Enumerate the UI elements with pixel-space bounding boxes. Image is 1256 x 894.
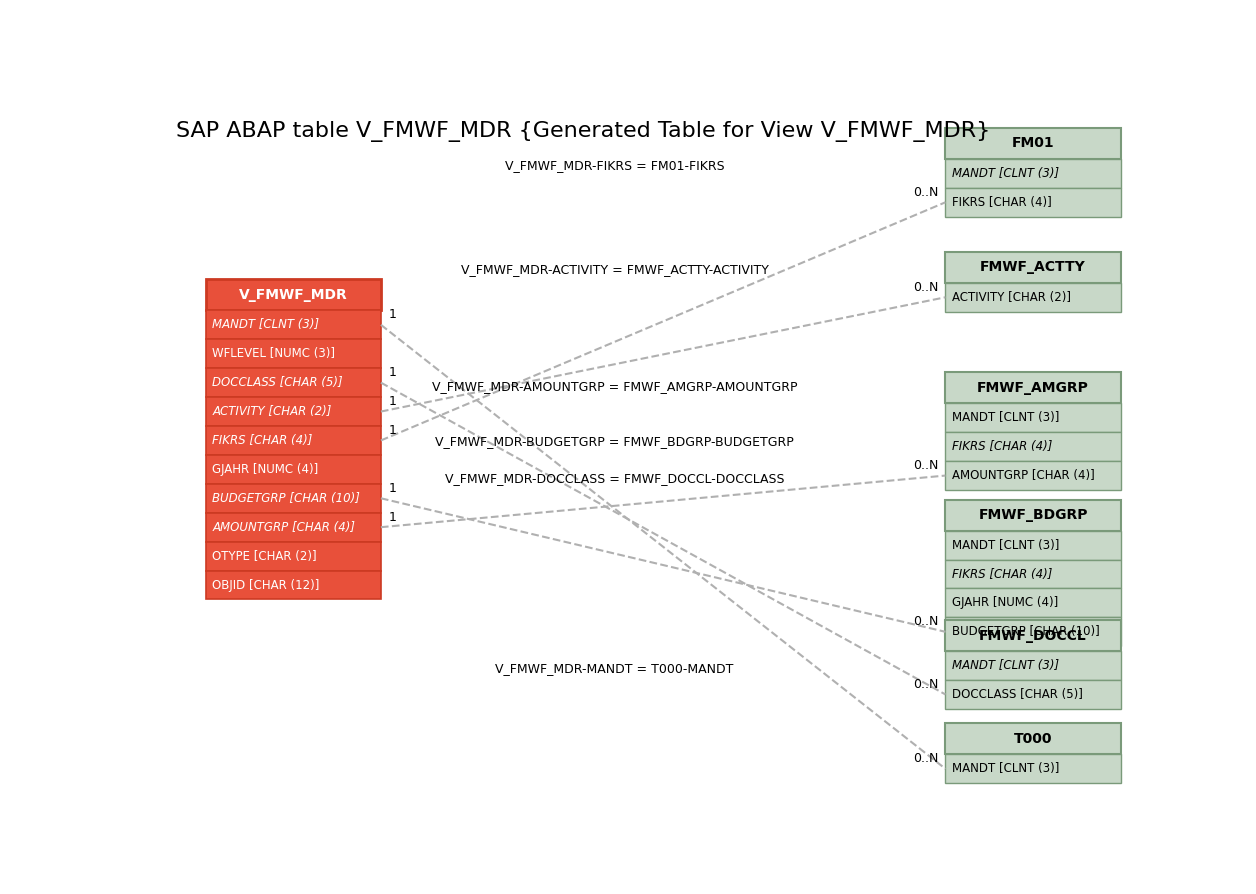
- FancyBboxPatch shape: [946, 500, 1120, 531]
- FancyBboxPatch shape: [206, 368, 381, 397]
- Text: MANDT [CLNT (3)]: MANDT [CLNT (3)]: [952, 411, 1060, 425]
- FancyBboxPatch shape: [206, 279, 381, 310]
- FancyBboxPatch shape: [206, 397, 381, 426]
- FancyBboxPatch shape: [946, 588, 1120, 618]
- Text: SAP ABAP table V_FMWF_MDR {Generated Table for View V_FMWF_MDR}: SAP ABAP table V_FMWF_MDR {Generated Tab…: [176, 121, 991, 142]
- FancyBboxPatch shape: [946, 188, 1120, 216]
- Text: V_FMWF_MDR-AMOUNTGRP = FMWF_AMGRP-AMOUNTGRP: V_FMWF_MDR-AMOUNTGRP = FMWF_AMGRP-AMOUNT…: [432, 380, 798, 392]
- FancyBboxPatch shape: [946, 432, 1120, 461]
- Text: DOCCLASS [CHAR (5)]: DOCCLASS [CHAR (5)]: [212, 376, 343, 389]
- Text: MANDT [CLNT (3)]: MANDT [CLNT (3)]: [952, 659, 1059, 672]
- FancyBboxPatch shape: [946, 372, 1120, 403]
- Text: V_FMWF_MDR-MANDT = T000-MANDT: V_FMWF_MDR-MANDT = T000-MANDT: [495, 662, 734, 675]
- Text: FM01: FM01: [1012, 137, 1054, 150]
- Text: T000: T000: [1014, 732, 1053, 746]
- Text: WFLEVEL [NUMC (3)]: WFLEVEL [NUMC (3)]: [212, 347, 335, 360]
- Text: 1: 1: [388, 395, 397, 408]
- Text: V_FMWF_MDR-BUDGETGRP = FMWF_BDGRP-BUDGETGRP: V_FMWF_MDR-BUDGETGRP = FMWF_BDGRP-BUDGET…: [435, 434, 794, 448]
- FancyBboxPatch shape: [206, 310, 381, 339]
- Text: BUDGETGRP [CHAR (10)]: BUDGETGRP [CHAR (10)]: [212, 492, 360, 505]
- FancyBboxPatch shape: [946, 128, 1120, 159]
- Text: FIKRS [CHAR (4)]: FIKRS [CHAR (4)]: [952, 440, 1053, 453]
- Text: 0..N: 0..N: [913, 753, 938, 765]
- FancyBboxPatch shape: [946, 531, 1120, 560]
- Text: FIKRS [CHAR (4)]: FIKRS [CHAR (4)]: [212, 434, 313, 447]
- FancyBboxPatch shape: [206, 339, 381, 368]
- Text: 0..N: 0..N: [913, 615, 938, 628]
- Text: MANDT [CLNT (3)]: MANDT [CLNT (3)]: [952, 763, 1060, 775]
- FancyBboxPatch shape: [946, 723, 1120, 755]
- Text: BUDGETGRP [CHAR (10)]: BUDGETGRP [CHAR (10)]: [952, 625, 1100, 638]
- FancyBboxPatch shape: [946, 252, 1120, 283]
- Text: 1: 1: [388, 510, 397, 524]
- FancyBboxPatch shape: [206, 455, 381, 484]
- Text: V_FMWF_MDR-FIKRS = FM01-FIKRS: V_FMWF_MDR-FIKRS = FM01-FIKRS: [505, 159, 725, 173]
- FancyBboxPatch shape: [946, 560, 1120, 588]
- FancyBboxPatch shape: [206, 542, 381, 570]
- FancyBboxPatch shape: [946, 651, 1120, 680]
- Text: 0..N: 0..N: [913, 186, 938, 198]
- Text: AMOUNTGRP [CHAR (4)]: AMOUNTGRP [CHAR (4)]: [952, 469, 1095, 482]
- Text: GJAHR [NUMC (4)]: GJAHR [NUMC (4)]: [212, 463, 319, 476]
- Text: OTYPE [CHAR (2)]: OTYPE [CHAR (2)]: [212, 550, 317, 562]
- FancyBboxPatch shape: [946, 283, 1120, 312]
- Text: MANDT [CLNT (3)]: MANDT [CLNT (3)]: [952, 538, 1060, 552]
- FancyBboxPatch shape: [946, 159, 1120, 188]
- Text: 0..N: 0..N: [913, 678, 938, 691]
- Text: V_FMWF_MDR: V_FMWF_MDR: [239, 288, 348, 302]
- Text: FMWF_BDGRP: FMWF_BDGRP: [978, 508, 1088, 522]
- Text: 1: 1: [388, 367, 397, 379]
- FancyBboxPatch shape: [206, 484, 381, 513]
- Text: OBJID [CHAR (12)]: OBJID [CHAR (12)]: [212, 578, 320, 592]
- Text: 1: 1: [388, 308, 397, 321]
- Text: FIKRS [CHAR (4)]: FIKRS [CHAR (4)]: [952, 196, 1053, 209]
- FancyBboxPatch shape: [946, 755, 1120, 783]
- Text: FIKRS [CHAR (4)]: FIKRS [CHAR (4)]: [952, 568, 1053, 580]
- Text: 0..N: 0..N: [913, 281, 938, 294]
- Text: 0..N: 0..N: [913, 460, 938, 472]
- Text: GJAHR [NUMC (4)]: GJAHR [NUMC (4)]: [952, 596, 1059, 610]
- Text: FMWF_AMGRP: FMWF_AMGRP: [977, 381, 1089, 395]
- Text: MANDT [CLNT (3)]: MANDT [CLNT (3)]: [212, 318, 319, 332]
- FancyBboxPatch shape: [946, 618, 1120, 646]
- Text: V_FMWF_MDR-ACTIVITY = FMWF_ACTTY-ACTIVITY: V_FMWF_MDR-ACTIVITY = FMWF_ACTTY-ACTIVIT…: [461, 263, 769, 275]
- Text: ACTIVITY [CHAR (2)]: ACTIVITY [CHAR (2)]: [952, 291, 1071, 304]
- FancyBboxPatch shape: [206, 426, 381, 455]
- Text: FMWF_DOCCL: FMWF_DOCCL: [980, 628, 1086, 643]
- Text: 1: 1: [388, 424, 397, 437]
- Text: DOCCLASS [CHAR (5)]: DOCCLASS [CHAR (5)]: [952, 688, 1083, 701]
- FancyBboxPatch shape: [206, 570, 381, 600]
- Text: V_FMWF_MDR-DOCCLASS = FMWF_DOCCL-DOCCLASS: V_FMWF_MDR-DOCCLASS = FMWF_DOCCL-DOCCLAS…: [445, 473, 784, 485]
- FancyBboxPatch shape: [946, 680, 1120, 709]
- Text: AMOUNTGRP [CHAR (4)]: AMOUNTGRP [CHAR (4)]: [212, 520, 355, 534]
- FancyBboxPatch shape: [206, 513, 381, 542]
- Text: 1: 1: [388, 482, 397, 495]
- FancyBboxPatch shape: [946, 620, 1120, 651]
- Text: MANDT [CLNT (3)]: MANDT [CLNT (3)]: [952, 167, 1059, 180]
- FancyBboxPatch shape: [946, 403, 1120, 432]
- Text: FMWF_ACTTY: FMWF_ACTTY: [980, 260, 1086, 274]
- Text: ACTIVITY [CHAR (2)]: ACTIVITY [CHAR (2)]: [212, 405, 332, 418]
- FancyBboxPatch shape: [946, 461, 1120, 490]
